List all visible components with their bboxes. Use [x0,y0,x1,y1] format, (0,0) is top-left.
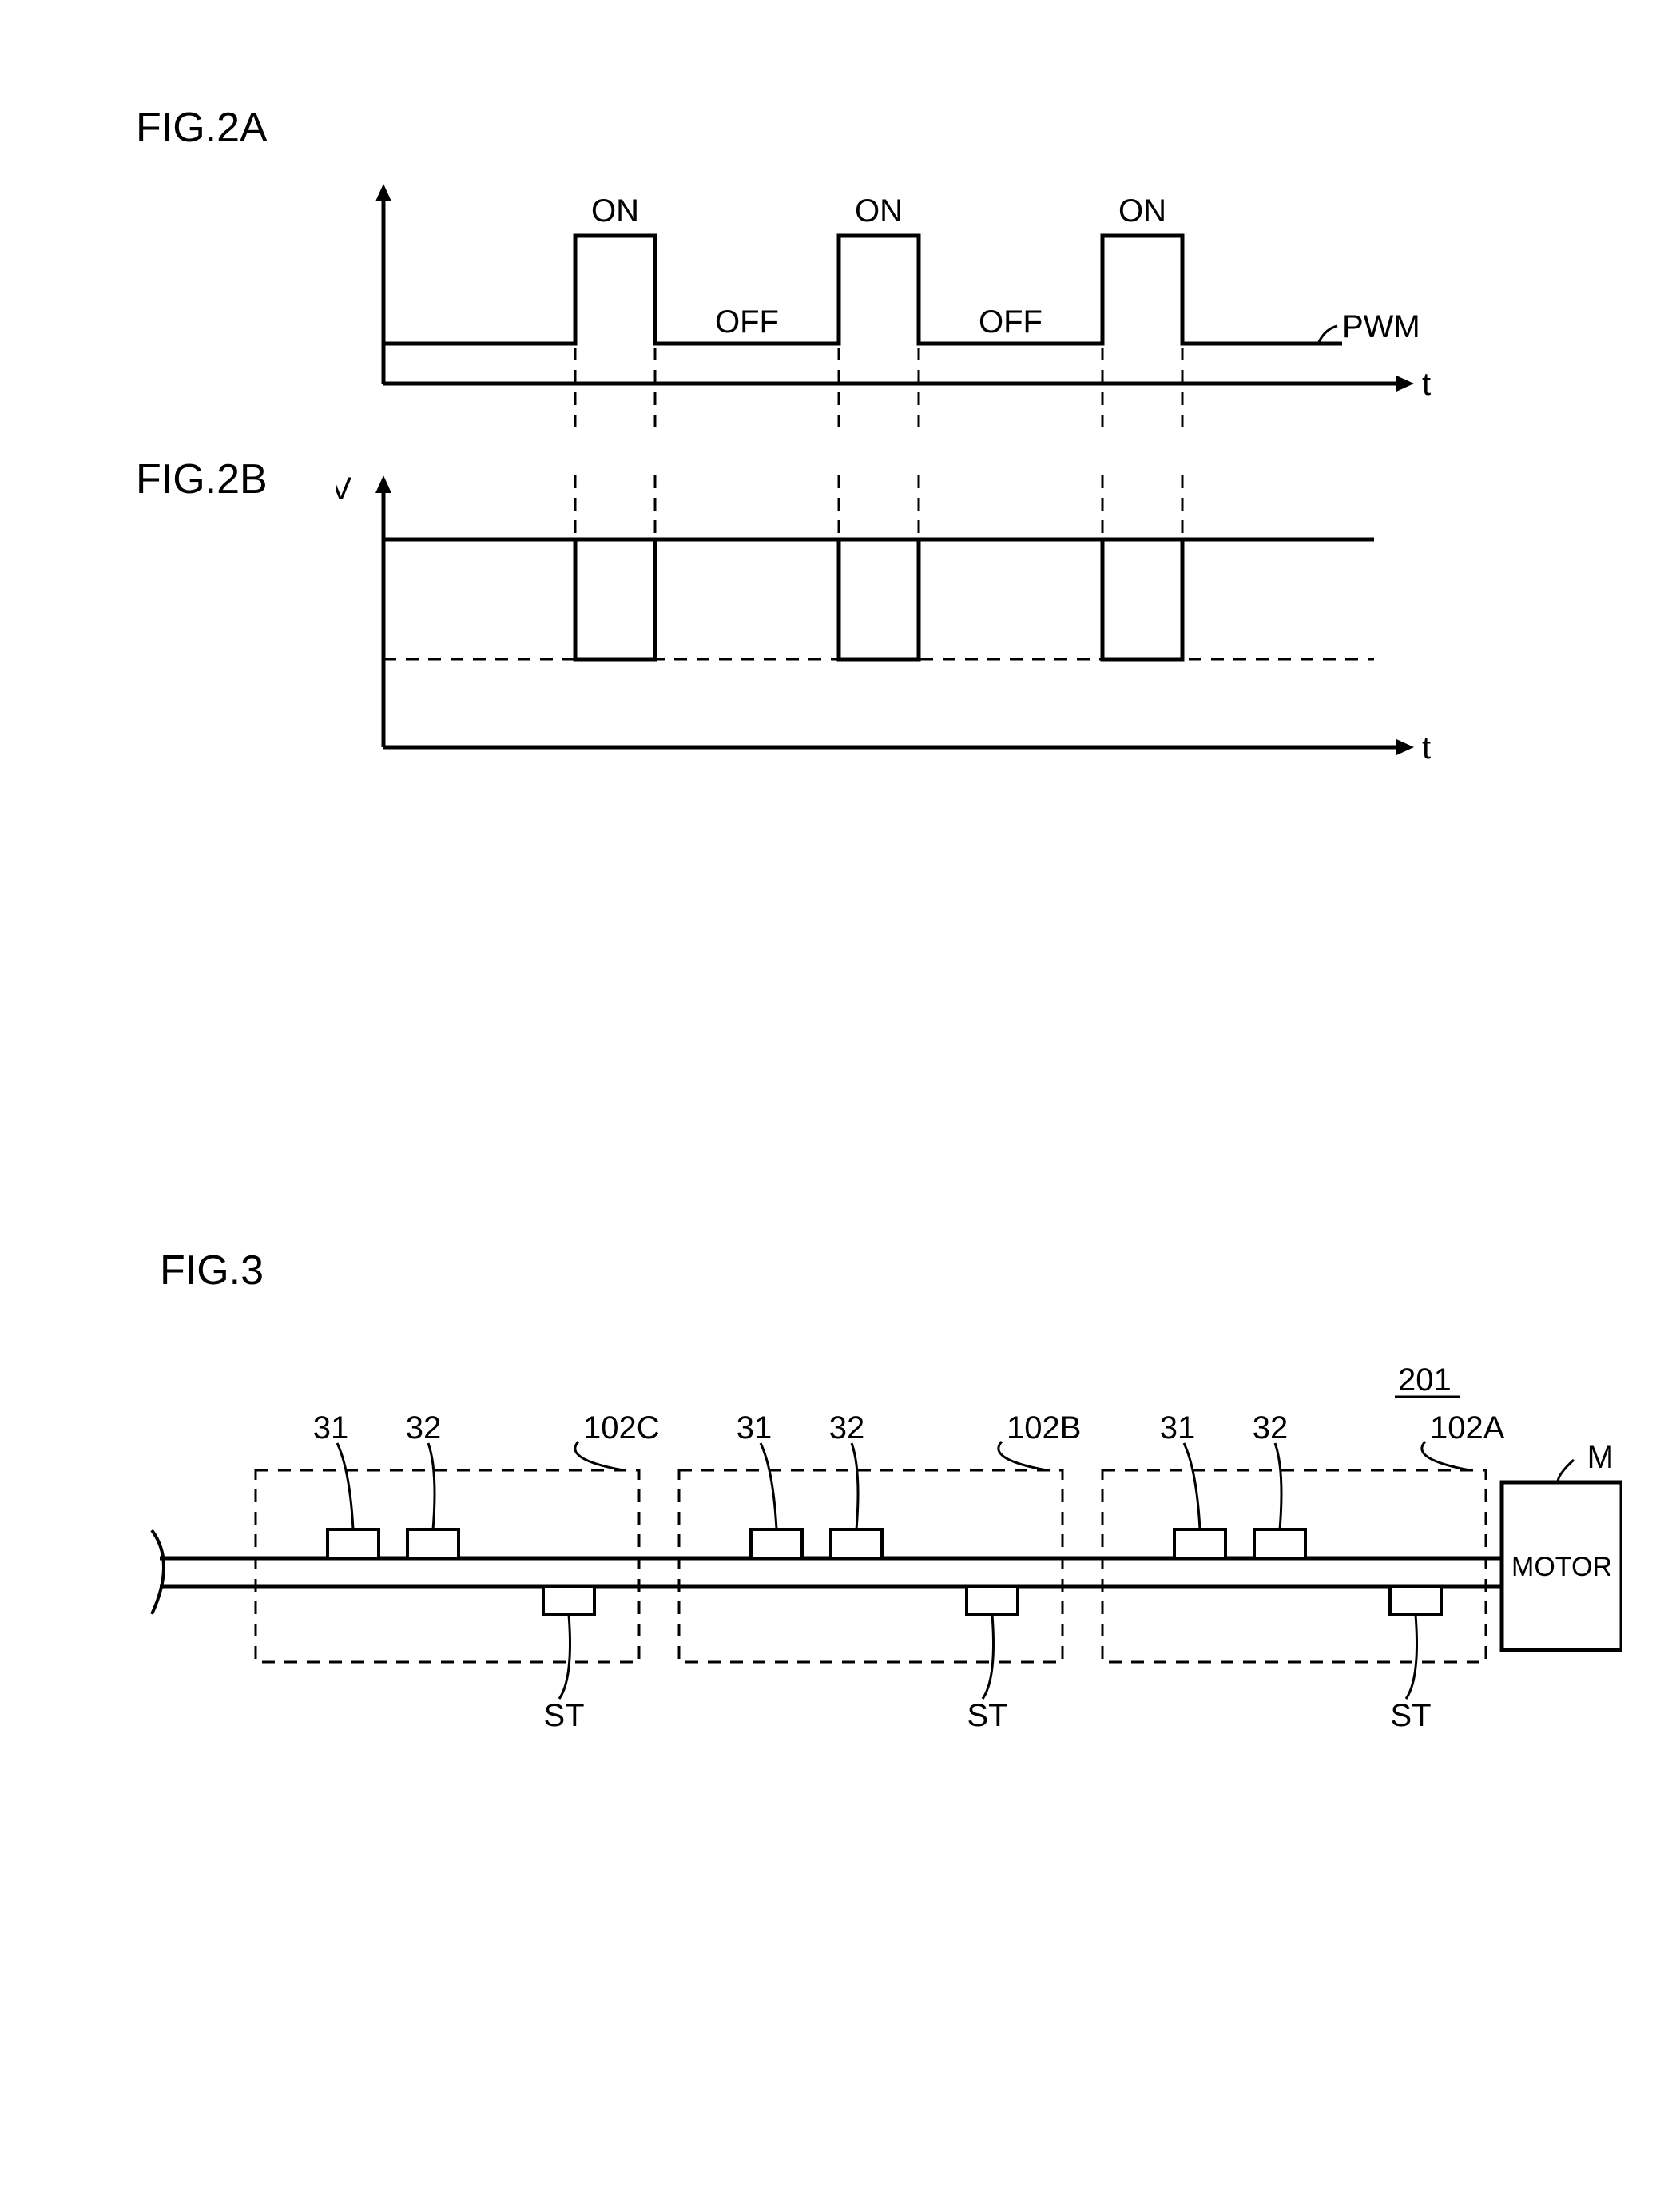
elem31-label: 31 [1160,1410,1196,1445]
v-axis-label: V [336,475,351,507]
fig3-diagram: 201 MOTOR M 31 32 102C ST 31 32 102B ST 31 32 102A ST [104,1358,1622,1774]
st-label: ST [543,1698,584,1733]
fig2b-title: FIG.2B [136,455,268,503]
ref-201: 201 [1398,1362,1452,1398]
elem32-label: 32 [406,1410,442,1445]
off-label: OFF [715,304,779,340]
st-label: ST [967,1698,1007,1733]
section-name: 102C [583,1410,660,1445]
on-label: ON [1118,193,1166,229]
t-axis-label: t [1422,367,1431,402]
elem31-label: 31 [737,1410,772,1445]
fig2a-graph: ON OFF ON OFF ON PWMt [336,184,1494,431]
fig3-title: FIG.3 [160,1247,264,1294]
fig2b-graph: VVONVOFFt [336,475,1494,795]
page: FIG.2A ONOFFONOFFONPWMt FIG.2B VVONVOFFt… [0,0,1680,2207]
on-label: ON [591,193,639,229]
on-label: ON [855,193,903,229]
elem32-label: 32 [829,1410,865,1445]
section-name: 102A [1430,1410,1505,1445]
motor-abbr: M [1587,1440,1614,1475]
st-label: ST [1390,1698,1431,1733]
t-axis-label: t [1422,730,1431,765]
fig2a-title: FIG.2A [136,104,268,152]
motor-label: MOTOR [1511,1552,1612,1582]
elem31-label: 31 [313,1410,349,1445]
elem32-label: 32 [1253,1410,1289,1445]
pwm-label: PWM [1342,309,1420,344]
section-name: 102B [1007,1410,1081,1445]
off-label: OFF [979,304,1043,340]
